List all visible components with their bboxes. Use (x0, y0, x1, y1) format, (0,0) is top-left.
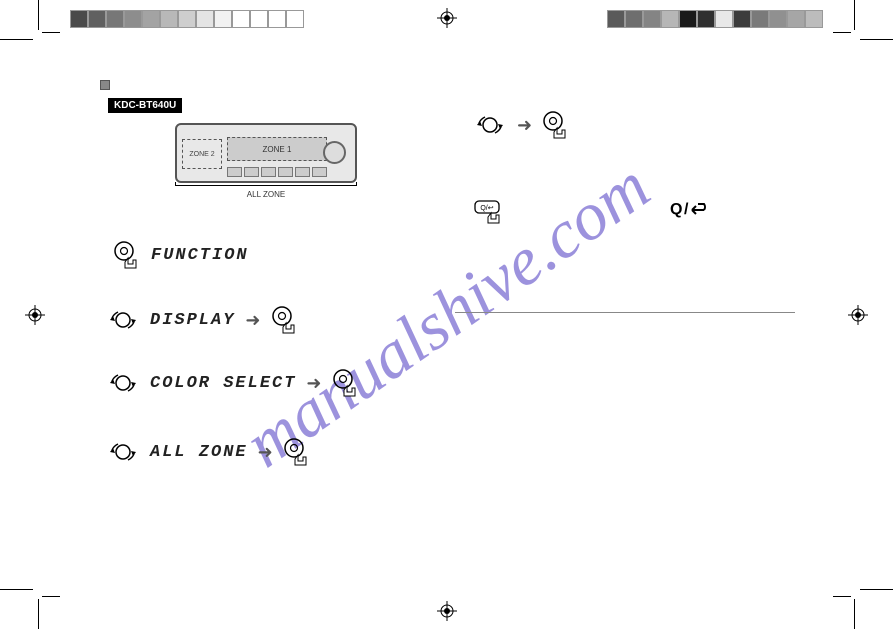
arrow-icon: ➜ (258, 442, 273, 463)
step-back-button: Q/↩ (473, 197, 507, 225)
display-text: DISPLAY (150, 311, 235, 330)
crop-mark (42, 596, 60, 597)
crop-mark (860, 589, 893, 590)
press-knob-icon (271, 305, 299, 335)
crop-mark (854, 0, 855, 30)
color-select-text: COLOR SELECT (150, 374, 296, 393)
zone2-area: ZONE 2 (182, 139, 222, 169)
divider-line (455, 312, 795, 313)
registration-mark-icon (25, 305, 45, 325)
press-knob-icon (542, 110, 570, 140)
crop-mark (833, 596, 851, 597)
svg-text:/: / (684, 201, 689, 218)
section-marker (100, 80, 110, 90)
step-all-zone: ALL ZONE ➜ (106, 437, 311, 467)
zone1-area: ZONE 1 (227, 137, 327, 161)
crop-mark (38, 599, 39, 629)
press-button-icon: Q/↩ (473, 197, 507, 225)
arrow-icon: ➜ (306, 373, 321, 394)
arrow-icon: ➜ (245, 310, 260, 331)
all-zone-label: ALL ZONE (175, 190, 357, 199)
rotate-knob-icon (106, 371, 140, 395)
crop-mark (854, 599, 855, 629)
registration-mark-icon (848, 305, 868, 325)
crop-mark (0, 589, 33, 590)
stereo-diagram: ZONE 2 ZONE 1 (175, 123, 357, 183)
step-rotate-press: ➜ (473, 110, 570, 140)
registration-mark-icon (437, 601, 457, 621)
registration-mark-icon (437, 8, 457, 28)
svg-text:Q: Q (670, 201, 682, 218)
press-knob-icon (283, 437, 311, 467)
all-zone-text: ALL ZONE (150, 443, 248, 462)
step-display: DISPLAY ➜ (106, 305, 299, 335)
crop-mark (38, 0, 39, 30)
crop-mark (42, 32, 60, 33)
bracket (175, 185, 357, 186)
crop-mark (0, 39, 33, 40)
back-icon: Q/ (670, 200, 710, 223)
crop-mark (860, 39, 893, 40)
crop-mark (833, 32, 851, 33)
color-bar (70, 10, 304, 28)
rotate-knob-icon (106, 440, 140, 464)
rotate-knob-icon (106, 308, 140, 332)
knob-icon (323, 141, 346, 164)
color-bar (607, 10, 823, 28)
model-label: KDC-BT640U (108, 98, 182, 113)
svg-text:Q/↩: Q/↩ (480, 205, 493, 212)
step-color-select: COLOR SELECT ➜ (106, 368, 360, 398)
arrow-icon: ➜ (517, 115, 532, 136)
press-knob-icon (113, 240, 141, 270)
press-knob-icon (332, 368, 360, 398)
rotate-knob-icon (473, 113, 507, 137)
function-text: FUNCTION (151, 246, 249, 265)
step-function: FUNCTION (113, 240, 249, 270)
